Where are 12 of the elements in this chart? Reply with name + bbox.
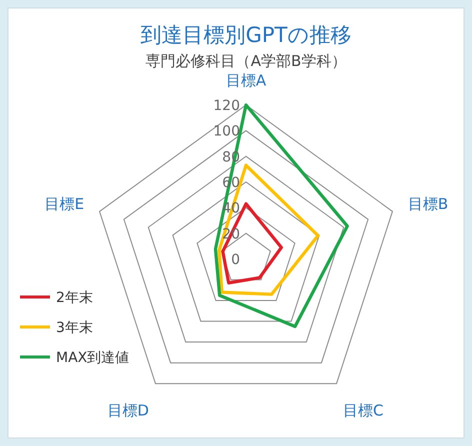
legend-label: 2年末: [56, 290, 93, 306]
spoke-label: 目標B: [408, 194, 448, 213]
chart-subtitle: 専門必修科目（A学部B学科）: [146, 52, 346, 70]
y-tick-label: 0: [231, 252, 240, 268]
legend-label: MAX到達値: [56, 350, 130, 366]
y-tick-label: 120: [213, 98, 240, 114]
legend-label: 3年末: [56, 320, 93, 336]
spoke-label: 目標C: [343, 402, 384, 420]
chart-title: 到達目標別GPTの推移: [140, 23, 352, 47]
spoke-label: 目標D: [107, 402, 149, 420]
spoke-label: 目標A: [226, 71, 267, 90]
spoke-label: 目標E: [44, 194, 84, 213]
